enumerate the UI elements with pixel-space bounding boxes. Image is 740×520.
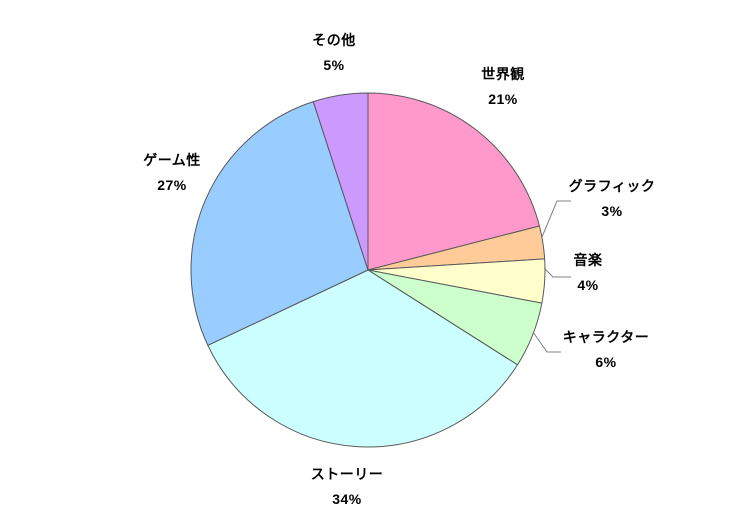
label-gameplay-name: ゲーム性 (143, 152, 201, 168)
label-music-pct: 4% (577, 277, 599, 293)
label-other: その他 5% (312, 28, 356, 78)
label-gameplay: ゲーム性 27% (143, 148, 201, 198)
pie-slices (190, 92, 546, 448)
label-gameplay-pct: 27% (157, 177, 187, 193)
pie-slice-6 (312, 92, 369, 271)
label-sekaikan: 世界観 21% (481, 62, 525, 112)
label-music: 音楽 4% (574, 248, 603, 298)
pie-slice-5 (190, 101, 369, 346)
label-sekaikan-name: 世界観 (481, 66, 525, 82)
label-graphic: グラフィック 3% (569, 174, 656, 224)
label-story-pct: 34% (332, 491, 362, 507)
label-other-name: その他 (312, 32, 356, 48)
label-sekaikan-pct: 21% (488, 91, 518, 107)
pie-slice-0 (367, 92, 540, 271)
label-music-name: 音楽 (573, 252, 603, 268)
leader-line-character (532, 331, 561, 353)
pie-slice-4 (207, 269, 518, 448)
leader-line-graphic (541, 200, 571, 238)
label-story-name: ストーリー (310, 466, 384, 482)
label-character-name: キャラクター (562, 329, 650, 345)
label-graphic-pct: 3% (601, 203, 623, 219)
leader-line-music (543, 267, 571, 278)
label-graphic-name: グラフィック (568, 178, 656, 194)
label-character: キャラクター 6% (563, 325, 649, 375)
label-other-pct: 5% (323, 57, 345, 73)
label-story: ストーリー 34% (311, 462, 384, 512)
label-character-pct: 6% (595, 354, 617, 370)
